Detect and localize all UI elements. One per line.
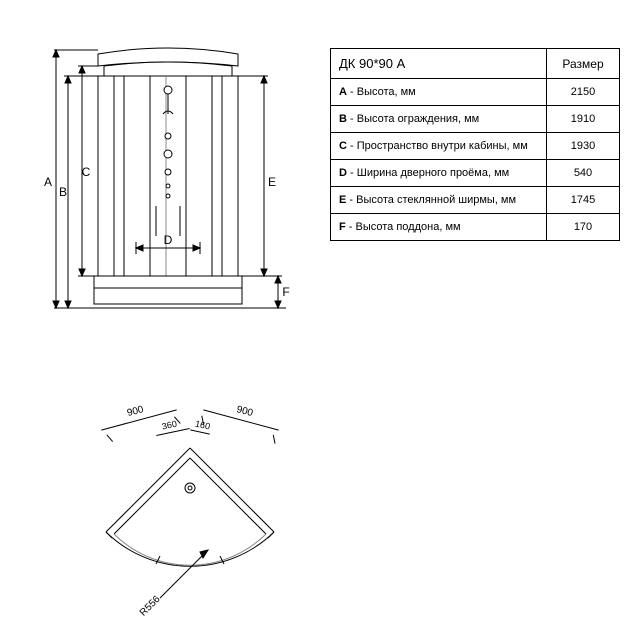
row-value: 540 [547,160,620,187]
row-value: 1930 [547,133,620,160]
spec-table-header-row: ДК 90*90 А Размер [331,49,620,79]
front-elevation-diagram: A B C D E F [28,36,308,356]
row-label: C - Пространство внутри кабины, мм [331,133,547,160]
row-value: 170 [547,214,620,241]
spec-model-header: ДК 90*90 А [331,49,547,79]
dim-160: 160 [194,419,211,432]
table-row: E - Высота стеклянной ширмы, мм 1745 [331,187,620,214]
row-label: D - Ширина дверного проёма, мм [331,160,547,187]
table-row: C - Пространство внутри кабины, мм 1930 [331,133,620,160]
row-label: B - Высота ограждения, мм [331,106,547,133]
dim-label-F: F [282,285,289,299]
table-row: B - Высота ограждения, мм 1910 [331,106,620,133]
row-value: 1910 [547,106,620,133]
top-plan-diagram: 900 900 360 160 R556 [60,390,320,620]
dim-label-B: B [59,185,67,199]
dim-360: 360 [161,419,178,432]
table-row: A - Высота, мм 2150 [331,79,620,106]
dim-label-D: D [164,233,173,247]
dim-label-A: A [44,175,52,189]
row-label: A - Высота, мм [331,79,547,106]
dim-label-E: E [268,175,276,189]
row-value: 1745 [547,187,620,214]
spec-size-header: Размер [547,49,620,79]
spec-table: ДК 90*90 А Размер A - Высота, мм 2150 B … [330,48,620,241]
dim-radius: R556 [138,594,163,619]
dim-900-right: 900 [235,404,254,419]
page-root: ДК 90*90 А Размер A - Высота, мм 2150 B … [0,0,640,640]
spec-table-body: A - Высота, мм 2150 B - Высота ограждени… [331,79,620,241]
dim-label-C: C [82,165,91,179]
row-label: E - Высота стеклянной ширмы, мм [331,187,547,214]
dim-900-left: 900 [126,404,145,419]
row-label: F - Высота поддона, мм [331,214,547,241]
row-value: 2150 [547,79,620,106]
table-row: D - Ширина дверного проёма, мм 540 [331,160,620,187]
table-row: F - Высота поддона, мм 170 [331,214,620,241]
